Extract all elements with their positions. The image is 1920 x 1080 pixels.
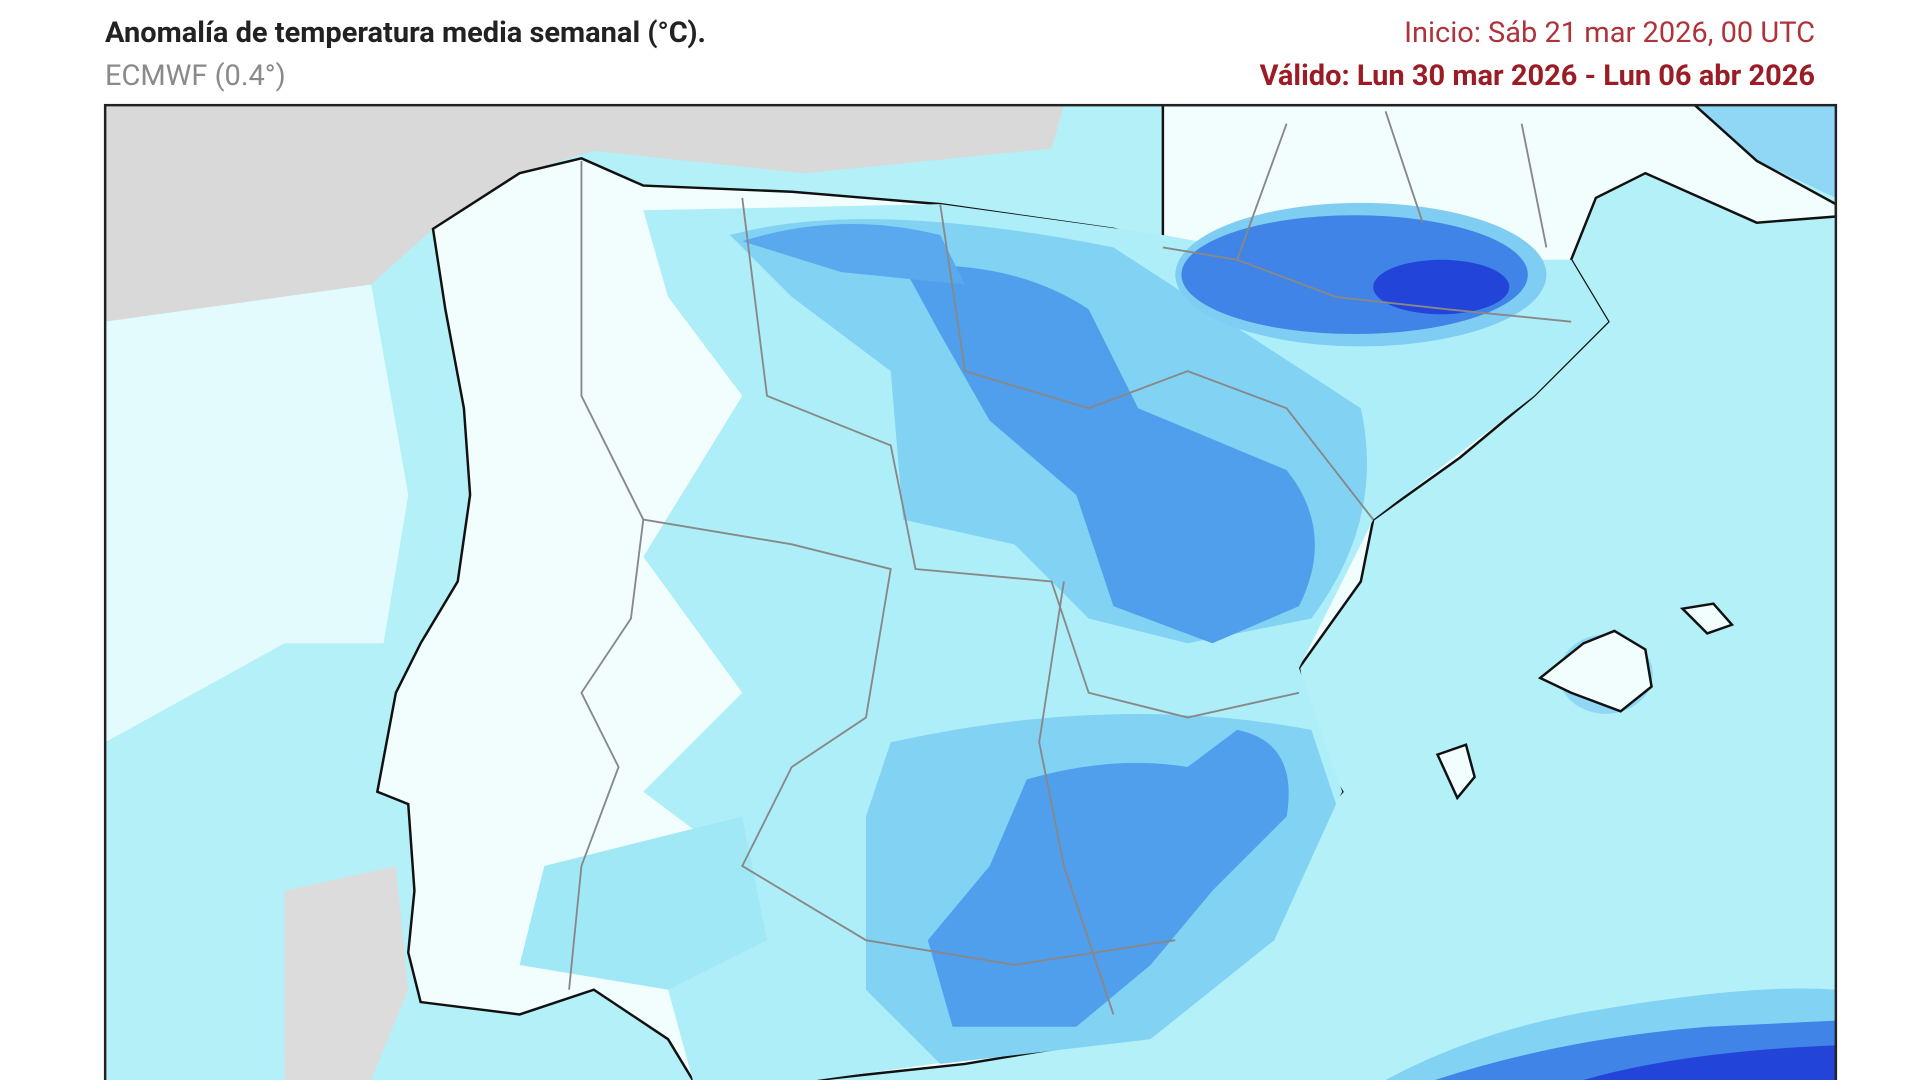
border	[643, 518, 1176, 966]
border	[1236, 111, 1548, 261]
map-frame	[103, 103, 1838, 1080]
border	[741, 197, 1300, 719]
valid-period: Válido: Lun 30 mar 2026 - Lun 06 abr 202…	[1259, 59, 1815, 93]
border	[1162, 246, 1572, 323]
anomaly-area	[903, 265, 1315, 644]
anomaly-area	[742, 224, 965, 285]
neutral-area	[105, 105, 1064, 322]
island	[1679, 602, 1735, 635]
title: Anomalía de temperatura media semanal (°…	[105, 16, 706, 50]
start-date: Inicio: Sáb 21 mar 2026, 00 UTC	[1404, 16, 1815, 50]
anomaly-area	[519, 816, 768, 990]
neutral-area	[284, 865, 409, 1080]
island	[1537, 629, 1653, 713]
anomaly-area	[1373, 259, 1510, 315]
island	[1435, 743, 1476, 801]
borders	[568, 111, 1572, 1015]
pale-area	[105, 284, 409, 743]
border	[1038, 581, 1115, 1015]
border	[568, 160, 645, 990]
map-field	[105, 105, 1836, 1080]
subtitle: ECMWF (0.4°)	[105, 59, 286, 93]
anomaly-area	[927, 729, 1289, 1027]
anomaly-area	[1583, 1045, 1836, 1080]
border	[939, 203, 1374, 521]
anomaly-area	[1694, 105, 1836, 198]
